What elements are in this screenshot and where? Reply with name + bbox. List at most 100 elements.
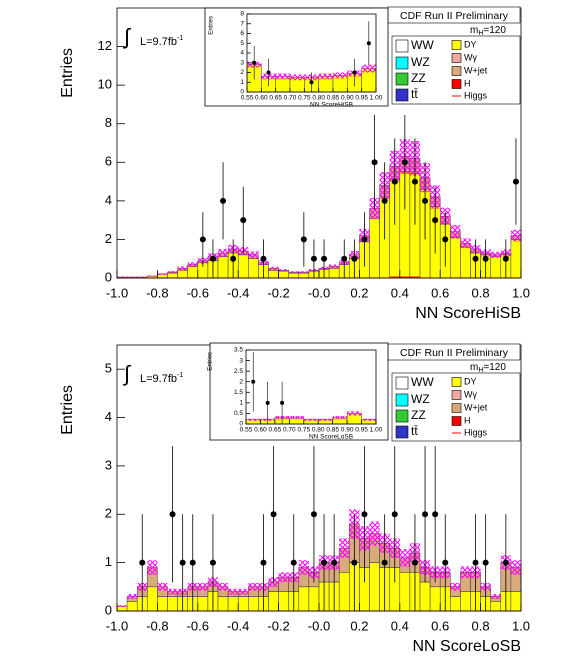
legend-label: tt̄ — [411, 87, 418, 101]
x-tick-label: -0.6 — [187, 285, 209, 300]
x-tick-label: 1.0 — [512, 618, 530, 633]
legend-swatch — [451, 416, 462, 426]
uncertainty-band — [361, 64, 376, 73]
uncertainty-band — [298, 271, 309, 274]
legend-swatch — [451, 53, 462, 63]
y-tick-label: 4 — [105, 192, 112, 207]
uncertainty-band — [460, 566, 471, 579]
chart-title: CDF Run II Preliminary — [400, 10, 509, 22]
y-tick-label: 8 — [240, 11, 244, 18]
y-axis-label: Entries — [59, 385, 76, 435]
legend-swatch — [451, 66, 462, 76]
data-point — [381, 559, 388, 566]
uncertainty-band — [248, 251, 259, 259]
data-point — [321, 559, 328, 566]
uncertainty-band — [490, 251, 501, 258]
y-tick-label: 1 — [240, 79, 244, 86]
legend-swatch — [395, 409, 409, 423]
y-tick-label: 7 — [240, 20, 244, 27]
uncertainty-band — [167, 588, 178, 595]
data-point — [252, 60, 257, 65]
histogram-bar — [460, 591, 471, 612]
uncertainty-band — [218, 582, 229, 591]
chart-title: CDF Run II Preliminary — [400, 347, 509, 359]
x-tick-label: 0.55 — [240, 427, 253, 434]
y-tick-label: 0 — [105, 269, 112, 284]
histogram-bar — [369, 562, 380, 612]
x-tick-label: 0.4 — [391, 618, 409, 633]
uncertainty-band — [490, 594, 501, 599]
integral-sign: ∫ — [122, 24, 132, 49]
data-point — [266, 70, 271, 75]
x-tick-label: -0.8 — [146, 618, 168, 633]
data-point — [411, 178, 418, 185]
data-point — [482, 559, 489, 566]
uncertainty-band — [347, 411, 362, 416]
y-tick-label: 0 — [240, 89, 244, 96]
uncertainty-band — [127, 276, 138, 278]
histogram-bar — [278, 591, 289, 612]
y-tick-label: 2 — [239, 378, 243, 385]
histogram-bar — [237, 254, 249, 279]
data-point — [209, 559, 216, 566]
legend-label: DY — [464, 39, 477, 49]
histogram-bar — [308, 586, 320, 612]
x-tick-label: 0.60 — [254, 427, 267, 434]
x-tick-label: 0.6 — [431, 618, 449, 633]
y-axis-label: Entries — [209, 16, 215, 35]
uncertainty-band — [298, 560, 309, 575]
uncertainty-band — [246, 418, 261, 421]
x-tick-label: 0.70 — [283, 427, 296, 434]
data-point — [290, 559, 297, 566]
mass-value: =120 — [483, 25, 506, 36]
legend-swatch — [395, 88, 409, 102]
data-point — [502, 255, 509, 262]
histogram-bar — [217, 596, 229, 612]
uncertainty-band — [510, 229, 521, 242]
data-point — [442, 559, 449, 566]
y-tick-label: 2 — [105, 506, 112, 521]
x-tick-label: 0.55 — [241, 95, 254, 102]
legend-swatch — [451, 390, 462, 400]
x-tick-label: 1.00 — [370, 95, 383, 102]
uncertainty-band — [127, 594, 138, 599]
uncertainty-band — [399, 549, 410, 567]
data-point — [189, 559, 196, 566]
uncertainty-band — [329, 264, 340, 269]
y-tick-label: 12 — [98, 38, 112, 53]
data-point — [280, 400, 285, 405]
data-point — [260, 255, 267, 262]
histogram-bar — [490, 256, 502, 279]
uncertainty-band — [117, 276, 128, 278]
histogram-bar — [177, 270, 188, 279]
data-point — [422, 197, 429, 204]
y-tick-label: 6 — [105, 154, 112, 169]
histogram-bar — [197, 596, 209, 612]
uncertainty-band — [289, 415, 304, 420]
x-tick-label: 0.85 — [327, 95, 340, 102]
x-tick-label: 0.60 — [255, 95, 268, 102]
uncertainty-band — [167, 271, 178, 274]
x-tick-label: 0.6 — [431, 285, 449, 300]
x-tick-label: -0.4 — [227, 618, 249, 633]
histogram-bar — [278, 271, 289, 279]
legend-swatch — [395, 376, 409, 390]
uncertainty-band — [197, 582, 208, 591]
histogram-bar — [268, 591, 279, 612]
data-point — [482, 255, 489, 262]
histogram-bar — [369, 217, 380, 279]
data-point — [209, 255, 216, 262]
histogram-bar — [419, 581, 431, 612]
uncertainty-band — [157, 582, 168, 591]
y-tick-label: 5 — [105, 361, 112, 376]
legend-swatch — [395, 425, 409, 439]
histogram-bar — [248, 258, 259, 279]
legend-swatch — [451, 377, 462, 387]
x-axis-label: NN ScoreHiSB — [415, 305, 521, 322]
legend-label: ZZ — [411, 71, 426, 85]
y-tick-label: 4 — [240, 50, 244, 57]
x-axis-label: NN ScoreLoSB — [413, 638, 522, 655]
x-tick-label: -0.0 — [308, 285, 330, 300]
legend-swatch — [395, 56, 409, 70]
